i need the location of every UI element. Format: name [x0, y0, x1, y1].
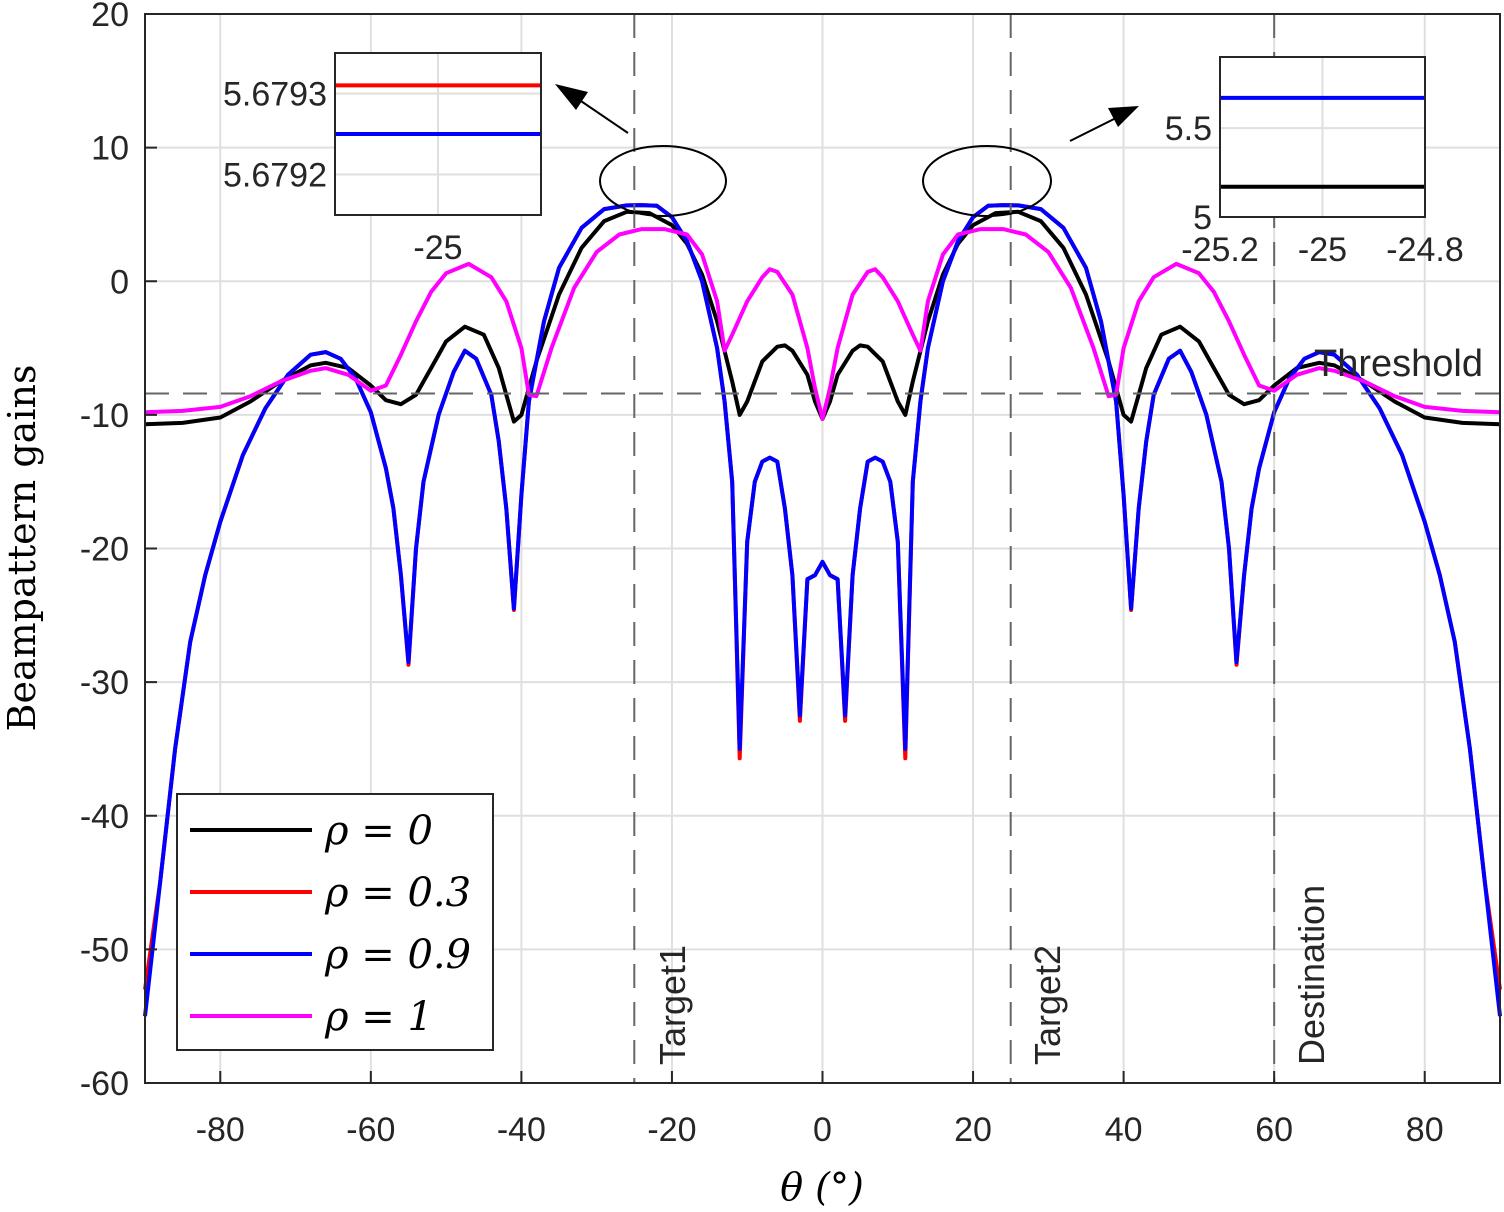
inset-frame — [1219, 56, 1426, 218]
zoom-ellipse-right — [922, 145, 1052, 217]
inset-x-tick-label: -25.2 — [1181, 231, 1259, 269]
x-tick-label: 60 — [1255, 1111, 1293, 1149]
y-tick-label: -60 — [80, 1065, 129, 1103]
arrow-left — [555, 84, 629, 134]
target2-label: Target2 — [1027, 945, 1068, 1065]
x-tick-label: 0 — [813, 1111, 832, 1149]
inset-x-tick-label: -25 — [1298, 231, 1347, 269]
y-tick-label: -30 — [80, 664, 129, 702]
right-inset: -25.2 -25 -24.8 5.5 5 — [1165, 56, 1464, 269]
legend-label: ρ = 0.9 — [324, 932, 471, 978]
y-axis-label: Beampattern gains — [0, 365, 44, 732]
inset-y-tick-label: 5.6792 — [223, 157, 327, 195]
y-tick-label: 10 — [91, 130, 129, 168]
y-tick-label: 20 — [91, 0, 129, 34]
series-line-3 — [144, 227, 1501, 421]
legend-label: ρ = 1 — [324, 994, 433, 1040]
destination-label: Destination — [1291, 885, 1332, 1065]
threshold-label: Threshold — [1314, 343, 1483, 385]
y-tick-label: -20 — [80, 531, 129, 569]
x-tick-label: -20 — [647, 1111, 696, 1149]
inset-x-tick-label: -24.8 — [1386, 231, 1464, 269]
x-tick-label: -60 — [346, 1111, 395, 1149]
inset-y-tick-label: 5.5 — [1165, 110, 1212, 148]
arrow-right — [1069, 106, 1139, 142]
x-tick-label: 20 — [954, 1111, 992, 1149]
x-tick-label: 40 — [1105, 1111, 1143, 1149]
x-tick-label: -40 — [497, 1111, 546, 1149]
inset-y-tick-label: 5.6793 — [223, 76, 327, 114]
x-tick-label: -80 — [196, 1111, 245, 1149]
zoom-ellipse-left — [599, 145, 727, 217]
insets: -25 5.6793 5.6792 -25.2 -25 -24.8 5.5 5 — [223, 52, 1464, 269]
reference-lines — [145, 14, 1500, 1083]
y-tick-label: -40 — [80, 798, 129, 836]
series-line-2 — [143, 203, 1502, 1017]
target1-label: Target1 — [652, 945, 693, 1065]
inset-frame — [334, 52, 542, 216]
axis-ticks: -80 -60 -40 -20 0 20 40 60 80 20 10 0 -10 -20 -30 -40 -5… — [80, 0, 1444, 1149]
y-tick-label: -50 — [80, 931, 129, 969]
legend-label: ρ = 0 — [324, 808, 433, 854]
x-axis-label: θ (°) — [780, 1165, 864, 1209]
y-tick-label: -10 — [80, 397, 129, 435]
series-lines — [143, 203, 1502, 1017]
x-tick-label: 80 — [1406, 1111, 1444, 1149]
y-tick-label: 0 — [110, 263, 129, 301]
legend-label: ρ = 0.3 — [324, 870, 471, 916]
left-inset: -25 5.6793 5.6792 — [223, 52, 542, 267]
legend: ρ = 0 ρ = 0.3 ρ = 0.9 ρ = 1 — [176, 793, 494, 1051]
inset-x-tick-label: -25 — [413, 229, 462, 267]
inset-y-tick-label: 5 — [1193, 199, 1212, 237]
